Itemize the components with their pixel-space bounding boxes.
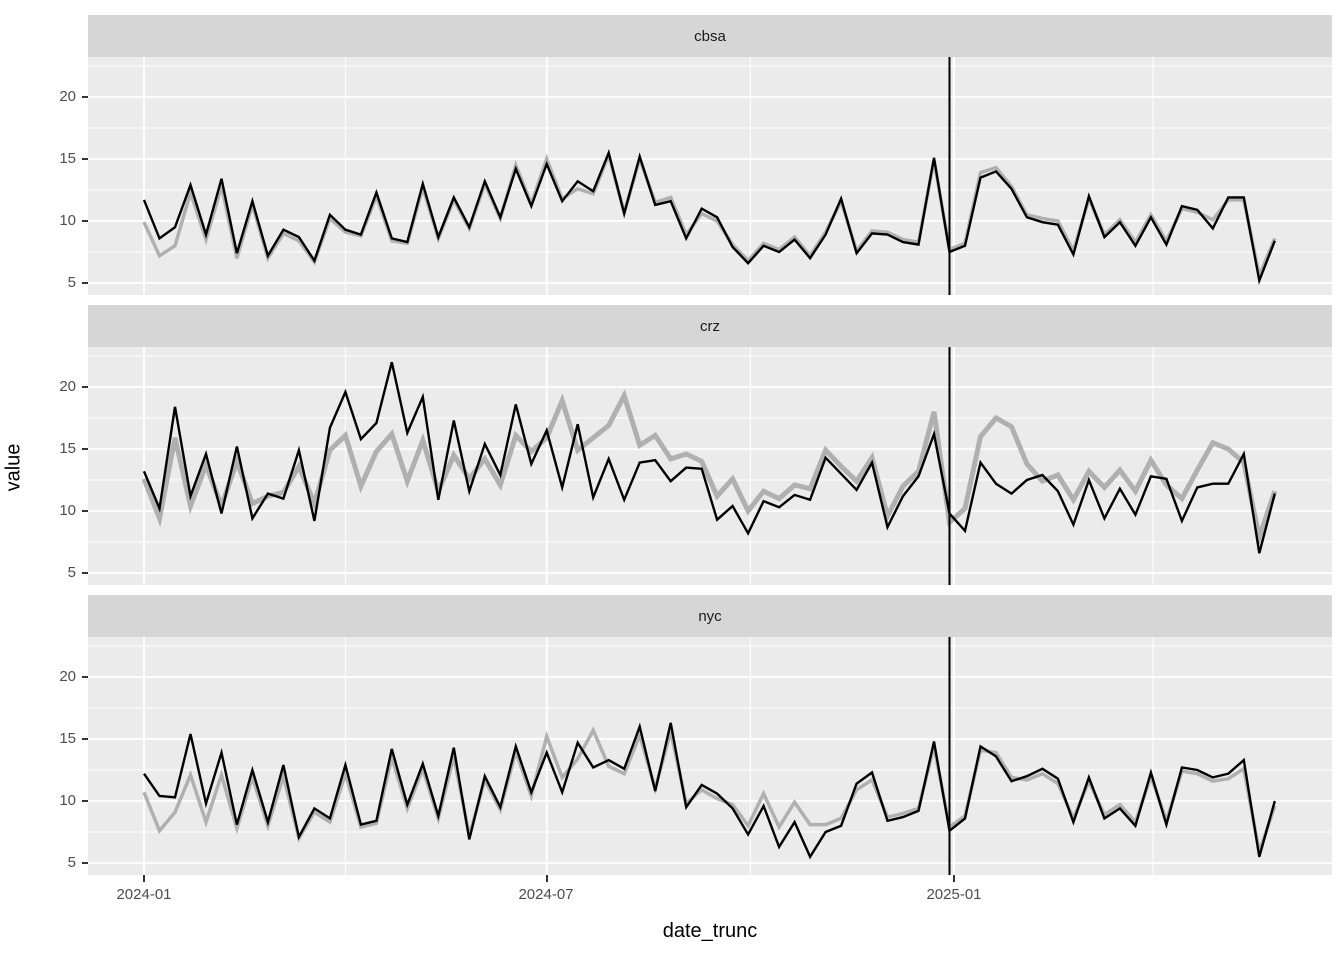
x-tick-mark (545, 875, 548, 882)
y-tick-label: 20 (59, 668, 76, 685)
y-axis-title: value (2, 443, 25, 492)
y-tick-label: 5 (67, 564, 76, 581)
y-tick-label: 15 (59, 150, 76, 167)
facet-strip-nyc: nyc (88, 595, 1332, 637)
counterfactual-line-crz (141, 389, 1278, 547)
observed-line-crz (142, 361, 1276, 554)
y-tick-mark (82, 862, 88, 864)
plot-panel-nyc (88, 637, 1332, 875)
y-tick-mark (82, 448, 88, 450)
y-tick-label: 20 (59, 378, 76, 395)
y-tick-mark (82, 158, 88, 160)
x-tick-mark (143, 875, 145, 882)
x-axis-title: date_trunc (662, 920, 758, 942)
panel-background (88, 57, 1332, 295)
y-tick-label: 5 (67, 274, 76, 291)
y-tick-mark (82, 572, 88, 574)
y-tick-mark (82, 386, 88, 388)
x-tick-label-2024-01: 2024-01 (116, 886, 172, 903)
y-tick-label: 15 (59, 730, 76, 747)
y-tick-label: 10 (59, 212, 76, 229)
x-tick-label-2025-01: 2025-01 (926, 886, 982, 903)
facet-label-nyc: nyc (698, 607, 722, 625)
y-tick-label: 10 (59, 502, 76, 519)
y-tick-mark (82, 676, 88, 678)
observed-line-nyc (143, 722, 1276, 860)
panel-background (88, 637, 1332, 875)
y-tick-mark (82, 510, 88, 512)
facet-label-cbsa: cbsa (694, 27, 726, 45)
y-tick-mark (82, 220, 88, 222)
plot-panel-cbsa (88, 57, 1332, 295)
y-tick-label: 20 (59, 88, 76, 105)
plot-panel-crz (88, 347, 1332, 585)
facet-strip-crz: crz (88, 305, 1332, 347)
y-tick-mark (82, 96, 88, 98)
y-tick-mark (82, 738, 88, 740)
x-tick-mark (952, 875, 955, 882)
y-tick-mark (82, 282, 88, 284)
y-tick-mark (82, 800, 88, 802)
y-tick-label: 15 (59, 440, 76, 457)
x-tick-label-2024-07: 2024-07 (518, 886, 574, 903)
facet-strip-cbsa: cbsa (88, 15, 1332, 57)
facet-label-crz: crz (700, 317, 720, 335)
y-tick-label: 10 (59, 792, 76, 809)
y-tick-label: 5 (67, 854, 76, 871)
observed-line-cbsa (142, 148, 1276, 285)
